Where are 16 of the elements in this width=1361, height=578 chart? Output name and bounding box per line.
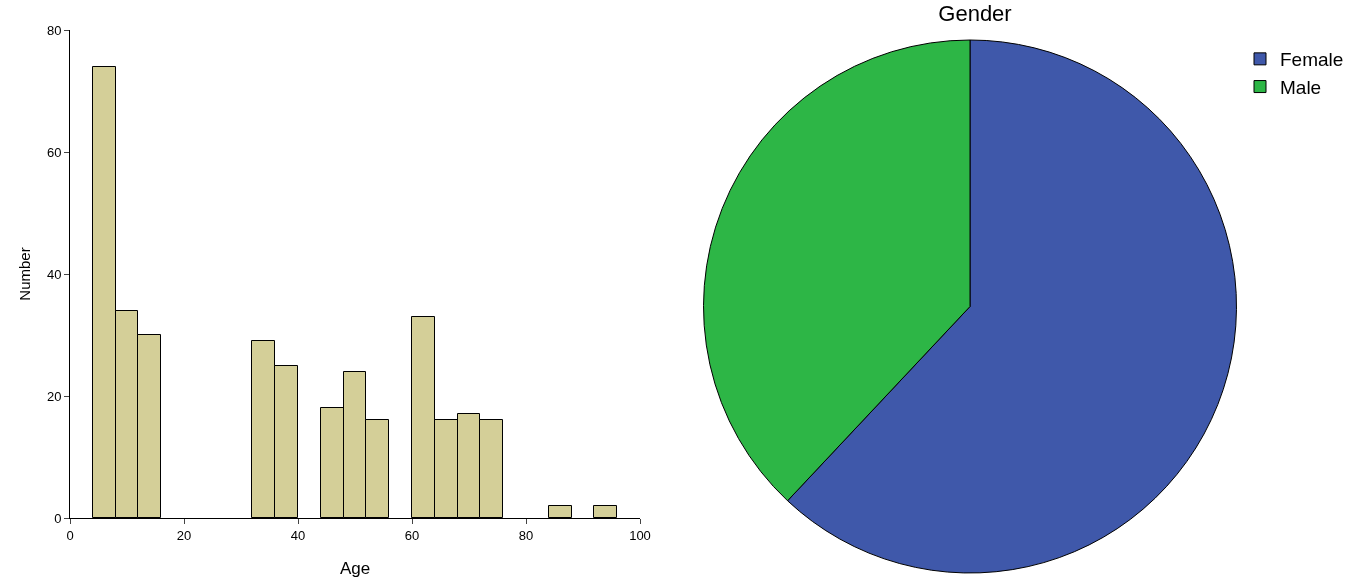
x-tick-label: 80 xyxy=(518,527,534,543)
x-tick-label: 40 xyxy=(290,527,306,543)
x-tick-label: 20 xyxy=(176,527,192,543)
y-tick-label: 60 xyxy=(46,144,62,160)
x-axis-title: Age xyxy=(339,559,371,578)
y-tick-label: 0 xyxy=(54,510,62,526)
x-tick-label: 100 xyxy=(629,527,651,543)
legend-label: Female xyxy=(1280,49,1344,71)
legend-label: Male xyxy=(1280,76,1322,98)
x-tick-label: 0 xyxy=(66,527,74,543)
y-axis-title: Number xyxy=(16,247,33,301)
y-tick-label: 40 xyxy=(46,266,62,282)
y-tick-label: 20 xyxy=(46,388,62,404)
chart-title: Gender xyxy=(938,1,1012,27)
y-tick-label: 80 xyxy=(46,22,62,38)
x-tick-label: 60 xyxy=(404,527,420,543)
